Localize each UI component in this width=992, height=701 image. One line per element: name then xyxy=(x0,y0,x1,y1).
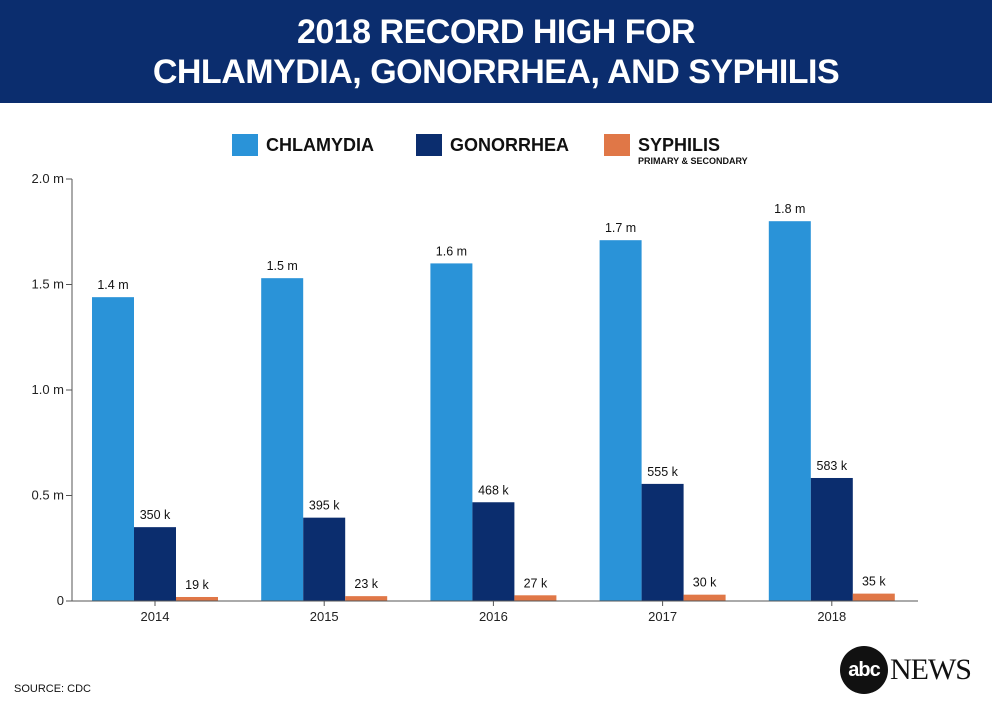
legend-sublabel-syphilis: PRIMARY & SECONDARY xyxy=(638,156,748,166)
news-wordmark: NEWS xyxy=(890,653,972,686)
data-label-chlamydia-2016: 1.6 m xyxy=(436,244,467,258)
legend-label-chlamydia: CHLAMYDIA xyxy=(266,135,374,155)
abc-logo-circle: abc xyxy=(840,646,888,694)
bar-chlamydia-2017 xyxy=(599,240,642,601)
x-tick-label: 2014 xyxy=(141,609,170,624)
data-label-gonorrhea-2014: 350 k xyxy=(140,508,171,522)
legend-item-chlamydia: CHLAMYDIA xyxy=(232,134,374,156)
title-banner: 2018 RECORD HIGH FOR CHLAMYDIA, GONORRHE… xyxy=(0,0,992,103)
y-tick-label: 0 xyxy=(57,593,64,608)
bar-gonorrhea-2016 xyxy=(472,502,515,601)
data-label-chlamydia-2018: 1.8 m xyxy=(774,202,805,216)
data-label-gonorrhea-2018: 583 k xyxy=(817,459,848,473)
data-label-chlamydia-2014: 1.4 m xyxy=(97,278,128,292)
y-tick-label: 0.5 m xyxy=(31,488,64,503)
x-tick-label: 2016 xyxy=(479,609,508,624)
bar-syphilis-2015 xyxy=(345,596,388,601)
data-label-chlamydia-2017: 1.7 m xyxy=(605,221,636,235)
bar-chlamydia-2015 xyxy=(261,278,304,601)
legend-swatch-gonorrhea xyxy=(416,134,442,156)
bar-chlamydia-2018 xyxy=(768,221,811,601)
bar-gonorrhea-2014 xyxy=(134,527,176,601)
data-label-syphilis-2018: 35 k xyxy=(862,575,886,589)
legend-label-syphilis: SYPHILIS xyxy=(638,135,721,155)
bar-syphilis-2017 xyxy=(683,594,726,601)
title-line-2: CHLAMYDIA, GONORRHEA, AND SYPHILIS xyxy=(152,52,840,91)
title-line-1: 2018 RECORD HIGH FOR xyxy=(296,12,696,51)
bar-syphilis-2014 xyxy=(176,596,218,601)
bar-chlamydia-2014 xyxy=(92,297,134,601)
data-label-gonorrhea-2016: 468 k xyxy=(478,483,509,497)
data-label-syphilis-2017: 30 k xyxy=(693,576,717,590)
data-label-gonorrhea-2015: 395 k xyxy=(309,499,340,513)
y-tick-label: 2.0 m xyxy=(31,171,64,186)
x-tick-label: 2018 xyxy=(817,609,846,624)
legend-item-syphilis: SYPHILIS PRIMARY & SECONDARY xyxy=(604,134,748,166)
legend: CHLAMYDIA GONORRHEA SYPHILIS PRIMARY & S… xyxy=(0,134,992,174)
data-label-syphilis-2016: 27 k xyxy=(524,576,548,590)
abc-news-logo: abc NEWS xyxy=(840,646,972,694)
x-tick-label: 2015 xyxy=(310,609,339,624)
data-label-gonorrhea-2017: 555 k xyxy=(647,465,678,479)
x-tick-label: 2017 xyxy=(648,609,677,624)
source-note: SOURCE: CDC xyxy=(14,683,92,695)
legend-swatch-syphilis xyxy=(604,134,630,156)
legend-swatch-chlamydia xyxy=(232,134,258,156)
y-tick-label: 1.0 m xyxy=(31,382,64,397)
bar-gonorrhea-2015 xyxy=(303,517,346,601)
bar-chlamydia-2016 xyxy=(430,263,473,601)
bar-gonorrhea-2017 xyxy=(641,483,684,601)
legend-label-gonorrhea: GONORRHEA xyxy=(450,135,570,155)
y-tick-label: 1.5 m xyxy=(31,277,64,292)
data-label-syphilis-2014: 19 k xyxy=(185,578,209,592)
data-label-chlamydia-2015: 1.5 m xyxy=(267,259,298,273)
bar-syphilis-2016 xyxy=(514,595,557,601)
data-label-syphilis-2015: 23 k xyxy=(354,577,378,591)
bar-gonorrhea-2018 xyxy=(810,477,853,601)
legend-item-gonorrhea: GONORRHEA xyxy=(416,134,569,156)
bar-syphilis-2018 xyxy=(852,593,895,601)
